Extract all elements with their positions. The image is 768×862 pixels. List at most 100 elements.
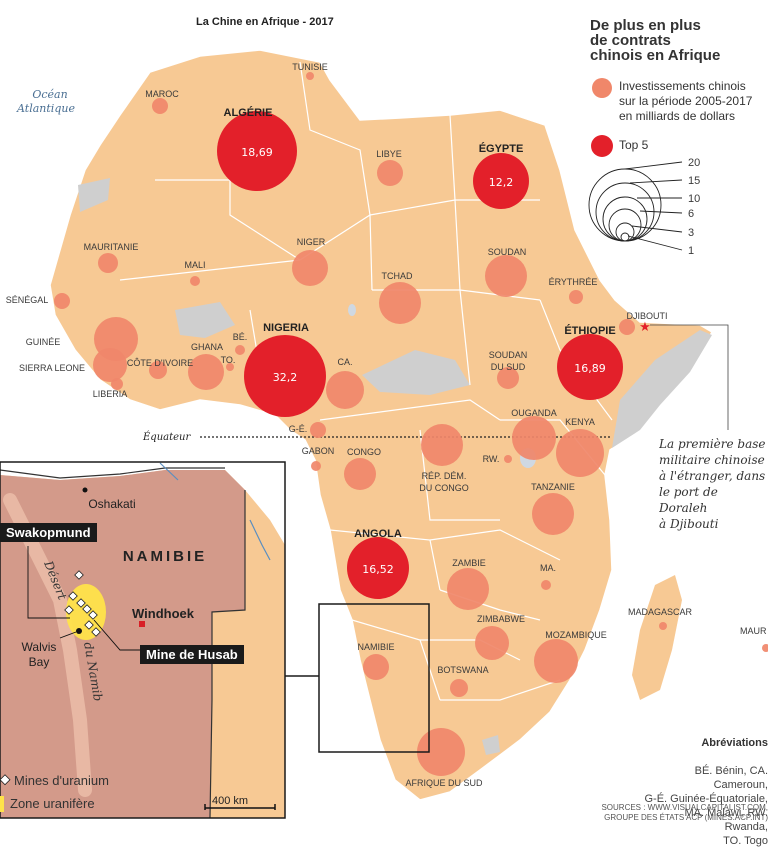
label-mozambique: MOZAMBIQUE: [545, 630, 607, 640]
label-djibouti: DJIBOUTI: [626, 311, 667, 321]
mine-icon: [64, 605, 74, 615]
circle-libye[interactable]: [377, 160, 403, 186]
label-zimbabwe: ZIMBABWE: [477, 614, 525, 624]
circle-mozambique[interactable]: [534, 639, 578, 683]
city-oshakati: Oshakati: [88, 497, 135, 511]
label-benin: BÉ.: [233, 332, 248, 342]
namibia-highlight-box: [318, 603, 430, 753]
inset-country-label: NAMIBIE: [123, 548, 207, 565]
circle-namibie[interactable]: [363, 654, 389, 680]
value-ethiopie: 16,89: [574, 362, 606, 375]
inset-river-2: [249, 519, 271, 561]
label-angola: ANGOLA: [354, 528, 402, 540]
label-ethiopie: ÉTHIOPIE: [564, 324, 615, 337]
circle-togo[interactable]: [226, 363, 234, 371]
uranium-mines: [64, 570, 101, 637]
oshakati-dot: [82, 487, 88, 493]
circle-ethiopie[interactable]: [557, 334, 623, 400]
circle-niger[interactable]: [292, 250, 328, 286]
circle-nigeria[interactable]: [244, 335, 326, 417]
circle-maurice[interactable]: [762, 644, 768, 652]
scale-circle-15: [595, 182, 655, 242]
scale-circle-20: [588, 168, 662, 242]
circle-senegal[interactable]: [54, 293, 70, 309]
value-algerie: 18,69: [241, 146, 273, 159]
circle-rwanda[interactable]: [504, 455, 512, 463]
circle-benin[interactable]: [235, 345, 245, 355]
circle-cameroun[interactable]: [326, 371, 364, 409]
circle-soudan[interactable]: [485, 255, 527, 297]
label-rdc-1: RÉP. DÉM.: [422, 471, 467, 481]
namibia-inset: Oshakati Windhoek Walvis Bay NAMIBIE Dés…: [0, 461, 286, 819]
circle-congo[interactable]: [344, 458, 376, 490]
circle-algerie[interactable]: [217, 111, 297, 191]
legend-top5-swatch: [591, 135, 613, 157]
circle-gabon[interactable]: [311, 461, 321, 471]
inset-north-border: [0, 467, 225, 479]
circle-zambie[interactable]: [447, 568, 489, 610]
abbreviations-title: Abréviations: [701, 737, 768, 749]
label-maroc: MAROC: [145, 89, 179, 99]
label-zambie: ZAMBIE: [452, 558, 486, 568]
circle-angola[interactable]: [347, 537, 409, 599]
circle-malawi[interactable]: [541, 580, 551, 590]
circle-sierra-leone[interactable]: [93, 348, 127, 382]
circle-ouganda[interactable]: [512, 416, 556, 460]
circle-madagascar[interactable]: [659, 622, 667, 630]
mine-icon: [76, 598, 86, 608]
circle-liberia[interactable]: [111, 378, 123, 390]
label-niger: NIGER: [297, 237, 326, 247]
circle-mauritanie[interactable]: [98, 253, 118, 273]
grey-burkina: [175, 302, 235, 338]
scale-value-10: 10: [688, 193, 700, 205]
scale-circle-6: [608, 208, 642, 242]
circle-rdc[interactable]: [421, 424, 463, 466]
label-mali: MALI: [184, 260, 205, 270]
mine-icon: [84, 620, 94, 630]
grey-sahara: [78, 178, 110, 212]
legend-zone-label: Zone uranifère: [10, 796, 95, 811]
circle-guinee-equatoriale[interactable]: [310, 422, 326, 438]
label-egypte: ÉGYPTE: [479, 142, 524, 155]
mine-icon: [91, 627, 101, 637]
circle-kenya[interactable]: [556, 429, 604, 477]
label-mauritanie: MAURITANIE: [84, 242, 139, 252]
circle-tunisie[interactable]: [306, 72, 314, 80]
husab-leader: [93, 619, 140, 651]
circle-egypte[interactable]: [473, 153, 529, 209]
inset-namibia: [0, 470, 245, 818]
legend-mines-label: Mines d'uranium: [14, 773, 109, 788]
mine-icon: [82, 604, 92, 614]
circle-erythree[interactable]: [569, 290, 583, 304]
circle-tchad[interactable]: [379, 282, 421, 324]
label-botswana: BOTSWANA: [437, 665, 488, 675]
windhoek-marker: [139, 621, 145, 627]
label-erythree: ÉRYTHRÉE: [549, 277, 598, 287]
scale-leader-1: [627, 235, 683, 251]
circle-mali[interactable]: [190, 276, 200, 286]
scale-leader-3: [631, 225, 683, 233]
ocean-label-1: Océan: [32, 88, 67, 101]
label-guinee: GUINÉE: [26, 337, 61, 347]
circle-soudan-du-sud[interactable]: [497, 367, 519, 389]
scale-legend: [588, 161, 683, 251]
label-soudan-du-sud-2: DU SUD: [491, 362, 526, 372]
label-senegal: SÉNÉGAL: [6, 295, 49, 305]
ocean-label-2: Atlantique: [16, 102, 75, 115]
city-bay: Bay: [29, 655, 50, 669]
circle-djibouti[interactable]: [619, 319, 635, 335]
circle-ghana[interactable]: [188, 354, 224, 390]
circle-tanzanie[interactable]: [532, 493, 574, 535]
circle-maroc[interactable]: [152, 98, 168, 114]
circle-botswana[interactable]: [450, 679, 468, 697]
top5-circles: [217, 111, 623, 599]
label-malawi: MA.: [540, 563, 556, 573]
label-guinee-equatoriale: G-É.: [289, 424, 308, 434]
scale-circle-1: [620, 232, 630, 242]
label-rwanda: RW.: [483, 454, 500, 464]
value-angola: 16,52: [362, 563, 394, 576]
circle-cote-ivoire[interactable]: [149, 361, 167, 379]
circle-zimbabwe[interactable]: [475, 626, 509, 660]
label-afrique-du-sud: AFRIQUE DU SUD: [405, 778, 483, 788]
